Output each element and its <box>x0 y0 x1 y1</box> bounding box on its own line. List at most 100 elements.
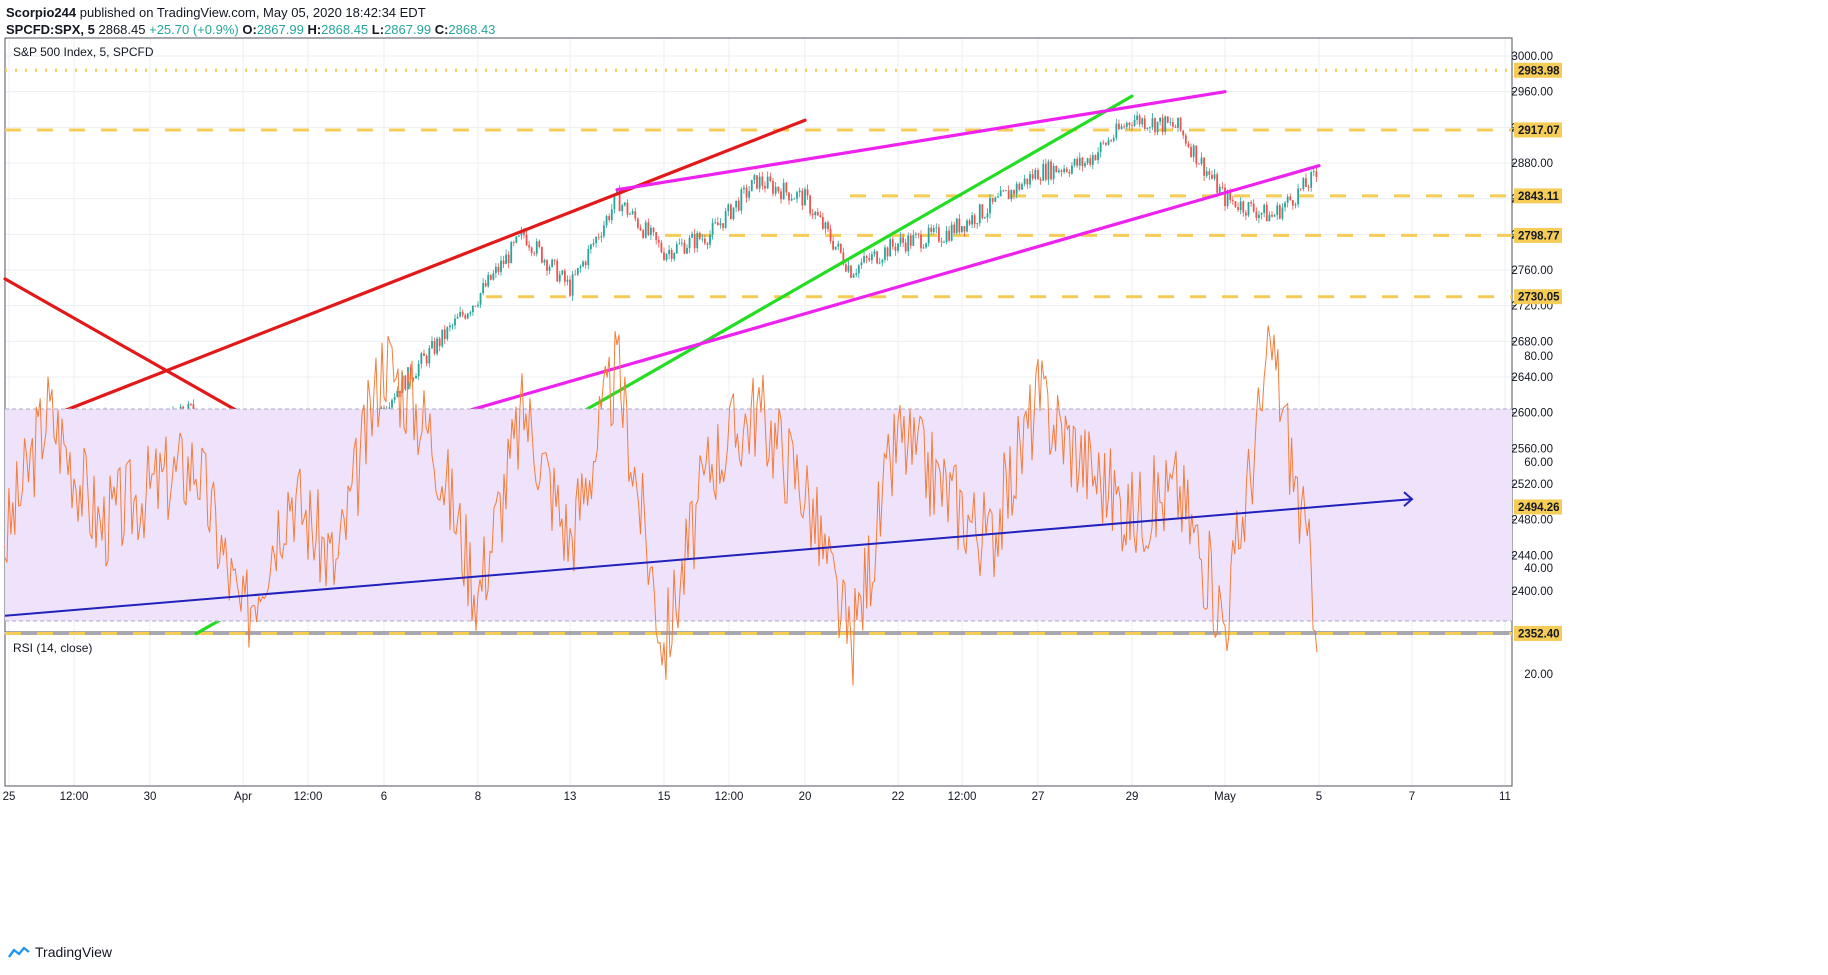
candle <box>930 227 933 232</box>
candle <box>750 179 753 192</box>
symbol[interactable]: SPCFD:SPX, 5 <box>6 22 95 37</box>
candle <box>608 216 611 220</box>
time-axis-label: 13 <box>564 791 577 803</box>
rsi-trendline <box>4 498 1413 617</box>
candle <box>415 376 417 379</box>
candle <box>891 239 894 247</box>
candle <box>626 202 629 215</box>
price-axis-label: 2520.00 <box>1511 479 1553 491</box>
candle <box>1195 145 1198 164</box>
price-level-tag-bg <box>1514 62 1562 78</box>
candle <box>433 341 436 354</box>
candle <box>425 355 428 364</box>
price-level-tag: 2983.98 <box>1514 62 1562 78</box>
candle <box>1192 145 1195 157</box>
candle <box>1148 127 1151 129</box>
candle <box>610 209 613 220</box>
candle <box>897 243 899 251</box>
price-level-tag-label: 2798.77 <box>1518 230 1560 242</box>
candle <box>639 227 642 231</box>
candle <box>1182 130 1185 136</box>
candle <box>1138 115 1141 125</box>
candle <box>600 236 603 238</box>
candle <box>894 246 897 251</box>
price-level-tag-bg <box>1514 625 1562 641</box>
candle <box>512 242 515 243</box>
candle <box>1089 158 1092 165</box>
candle <box>688 237 691 248</box>
candle <box>603 225 605 237</box>
candle <box>860 262 863 266</box>
candle <box>441 329 444 347</box>
candle <box>917 233 920 235</box>
candle <box>1169 122 1172 123</box>
candle <box>764 185 766 189</box>
candle <box>1268 214 1271 222</box>
candle <box>680 242 683 244</box>
author-name[interactable]: Scorpio244 <box>6 5 77 20</box>
high-label: H: <box>307 22 322 37</box>
price-level-tag-label: 2843.11 <box>1518 191 1560 203</box>
candle <box>847 265 850 272</box>
candle <box>1315 171 1318 177</box>
candle <box>631 211 634 214</box>
candle <box>1136 115 1139 120</box>
candle <box>912 234 915 246</box>
candle <box>597 236 600 238</box>
candle <box>1239 201 1242 210</box>
candle <box>497 266 500 272</box>
candle <box>753 175 756 180</box>
time-axis-label: May <box>1214 791 1236 803</box>
candle <box>743 187 745 190</box>
candle <box>479 293 482 305</box>
candle <box>613 195 616 210</box>
candle <box>844 264 847 272</box>
symbol-line: SPCFD:SPX, 5 2868.45 +25.70 (+0.9%) O:28… <box>6 21 495 38</box>
candle <box>510 242 513 264</box>
candle <box>660 242 663 253</box>
candle <box>766 176 769 189</box>
candle <box>1084 163 1086 167</box>
candle <box>796 192 798 199</box>
candle <box>1166 116 1169 123</box>
candle <box>1184 135 1187 144</box>
candle <box>1307 187 1310 188</box>
candle <box>477 304 479 307</box>
candle <box>857 265 860 274</box>
brand-name[interactable]: TradingView <box>35 944 113 960</box>
candle <box>1120 126 1123 130</box>
price-level-tag: 2917.07 <box>1514 122 1562 138</box>
candle <box>1063 168 1066 172</box>
candle <box>471 305 474 313</box>
price-level-tag-label: 2917.07 <box>1518 125 1560 137</box>
candle <box>937 227 940 242</box>
price-level-tag-bg <box>1514 499 1562 515</box>
price-change: +25.70 (+0.9%) <box>149 22 239 37</box>
candle <box>904 242 907 252</box>
candle <box>1146 128 1149 129</box>
candle <box>748 191 751 198</box>
low-value: 2867.99 <box>384 22 432 37</box>
candle <box>1260 212 1263 215</box>
candle <box>788 192 790 201</box>
candle <box>1131 125 1133 126</box>
candle <box>927 227 930 244</box>
candle <box>1297 188 1300 205</box>
candle <box>698 232 701 240</box>
time-axis-label: 27 <box>1032 791 1045 803</box>
price-level-tag: 2730.05 <box>1514 289 1562 305</box>
tradingview-logo-icon <box>8 946 30 958</box>
candle <box>950 224 953 241</box>
candle <box>1174 126 1177 128</box>
rsi-axis-label: 60.00 <box>1524 457 1553 469</box>
candle <box>1039 179 1042 181</box>
candle <box>1123 126 1126 128</box>
candle <box>1086 158 1089 164</box>
candle <box>1291 200 1294 206</box>
candle <box>701 238 704 240</box>
candle <box>716 222 719 226</box>
candle <box>839 243 842 253</box>
rsi-axis-label: 80.00 <box>1524 351 1553 363</box>
candle <box>553 259 556 261</box>
